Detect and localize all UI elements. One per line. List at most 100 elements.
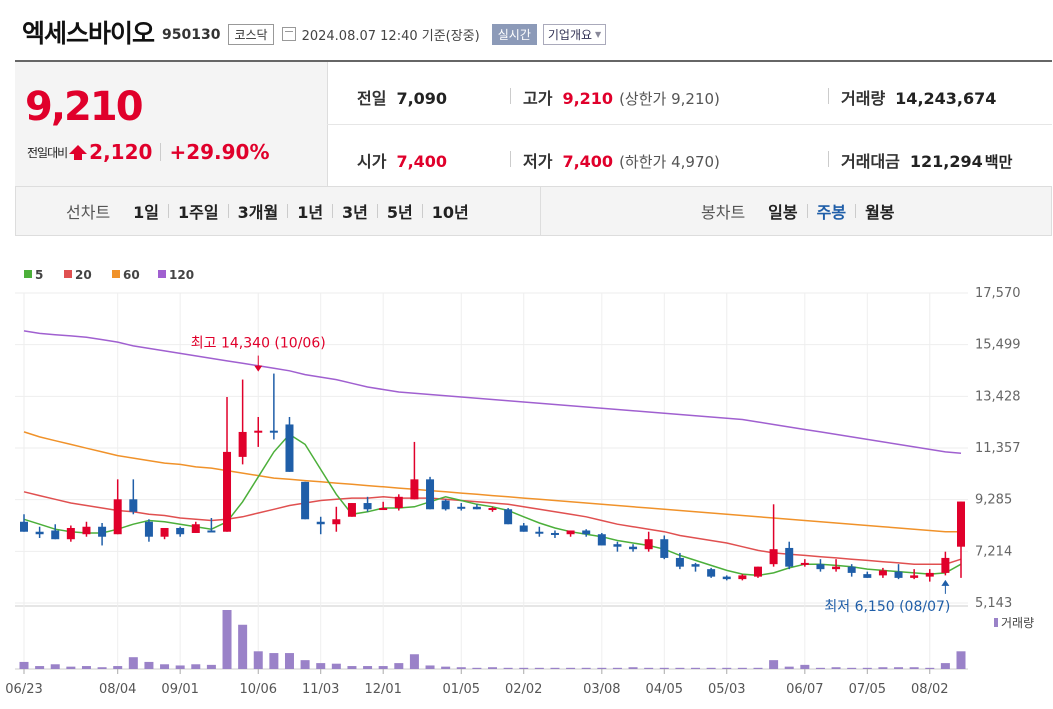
candle-body [863, 574, 872, 578]
x-tick-label: 06/07 [786, 682, 823, 697]
stat-label: 전일 [357, 89, 387, 108]
stat-label: 거래대금 [841, 152, 900, 171]
divider [332, 204, 334, 218]
period-10y[interactable]: 10년 [431, 203, 469, 222]
candle-body [82, 526, 91, 535]
volume-bar [50, 664, 60, 669]
candle-body [160, 527, 169, 537]
chevron-down-icon: ▼ [595, 29, 602, 39]
legend-label: 60 [123, 268, 140, 282]
volume-bar [409, 654, 419, 669]
volume-bar [737, 667, 747, 669]
volume-bar [456, 667, 466, 669]
stat-label: 고가 [523, 89, 553, 108]
candle-body [878, 570, 887, 576]
volume-bar [284, 653, 294, 669]
period-1w[interactable]: 1주일 [178, 203, 219, 222]
candle-body [457, 506, 466, 509]
volume-bar [347, 666, 357, 669]
candle-body [816, 564, 825, 570]
period-1d[interactable]: 1일 [133, 203, 160, 222]
volume-bar [269, 653, 279, 669]
period-5y[interactable]: 5년 [386, 203, 413, 222]
candle-body [910, 575, 919, 578]
company-overview-dropdown[interactable]: 기업개요 ▼ [542, 23, 607, 45]
volume-bar [706, 667, 716, 669]
x-tick-label: 09/01 [161, 682, 198, 697]
stat-label: 거래량 [841, 89, 886, 108]
volume-bar [81, 666, 91, 669]
candle-body [566, 530, 575, 535]
candle-period-group: 봉차트 일봉 주봉 월봉 [701, 187, 904, 235]
volume-bar [503, 667, 513, 669]
legend-swatch [112, 270, 120, 278]
stock-name: 엑세스바이오 [22, 19, 155, 48]
divider [421, 204, 423, 218]
low-arrow-icon [941, 579, 950, 586]
volume-bar [784, 666, 794, 669]
volume-bar [597, 667, 607, 669]
change-percent: +29.90% [169, 140, 270, 164]
volume-bar [815, 667, 825, 669]
candle-body [144, 521, 153, 537]
volume-bar [378, 666, 388, 669]
stat-sub: (하한가 4,970) [619, 153, 720, 171]
volume-bar [831, 667, 841, 669]
candle-body [691, 564, 700, 567]
volume-legend-label: 거래량 [1001, 616, 1034, 630]
volume-bar [206, 664, 216, 669]
divider [160, 143, 162, 161]
period-1y[interactable]: 1년 [297, 203, 324, 222]
volume-bar [316, 663, 326, 669]
company-overview-label: 기업개요 [547, 27, 593, 42]
candle-body [894, 571, 903, 578]
volume-bar [300, 660, 310, 669]
candle-body [347, 503, 356, 517]
volume-bar [534, 667, 544, 669]
volume-bar [519, 667, 529, 669]
volume-bar [441, 666, 451, 669]
candle-body [644, 539, 653, 550]
candle-body [394, 496, 403, 509]
candle-body [113, 499, 122, 535]
y-tick-label: 9,285 [975, 493, 1012, 508]
calendar-icon [281, 27, 296, 41]
candle-body [441, 500, 450, 510]
volume-bar [19, 661, 29, 669]
candle-daily[interactable]: 일봉 [768, 203, 798, 222]
period-3m[interactable]: 3개월 [237, 203, 279, 222]
candle-body [941, 557, 950, 573]
candle-monthly[interactable]: 월봉 [865, 203, 895, 222]
period-3y[interactable]: 3년 [342, 203, 368, 222]
candle-body [285, 424, 294, 472]
change-label: 전일대비 [27, 145, 68, 160]
legend-swatch [64, 270, 72, 278]
candle-body [223, 451, 232, 532]
x-tick-label: 07/05 [849, 682, 886, 697]
candle-body [20, 521, 28, 532]
divider [327, 124, 1052, 125]
candle-body [301, 481, 310, 520]
candle-weekly[interactable]: 주봉 [816, 203, 847, 222]
volume-bar [160, 664, 170, 669]
ma60-line [23, 431, 961, 533]
candle-body [176, 527, 185, 535]
candle-body [129, 499, 138, 512]
realtime-button[interactable]: 실시간 [491, 23, 537, 45]
up-arrow-icon [69, 144, 88, 160]
volume-bar [363, 666, 373, 669]
ma20-line [23, 491, 962, 565]
ma120-line [23, 330, 962, 454]
candle-body [925, 572, 934, 577]
volume-bar [175, 665, 185, 669]
volume-bar [659, 667, 669, 669]
volume-bar [956, 651, 966, 669]
price-summary: 9,210 전일대비 2,120 +29.90% 전일 7,090 고가 9,2… [15, 60, 1052, 188]
candle-body [613, 544, 622, 547]
line-chart-period-group: 선차트 1일 1주일 3개월 1년 3년 5년 10년 [66, 187, 478, 235]
stat-value: 7,400 [396, 152, 448, 171]
candle-chart-title: 봉차트 [701, 203, 746, 222]
volume-bar [940, 663, 950, 669]
divider [227, 204, 229, 218]
candle-body [410, 479, 419, 500]
